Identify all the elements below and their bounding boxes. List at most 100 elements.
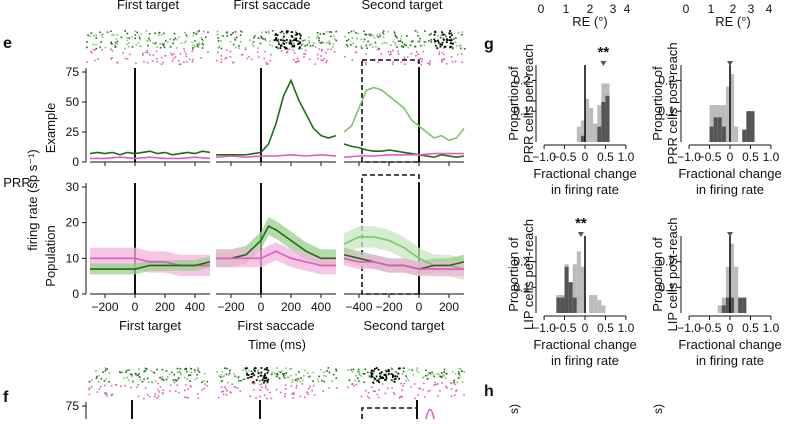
raster-spike — [392, 391, 395, 394]
raster-spike — [116, 43, 118, 45]
raster-spike — [287, 376, 290, 379]
raster-spike — [187, 388, 189, 390]
raster-event-mark — [252, 372, 254, 375]
x-tick-label: 1.0 — [618, 321, 635, 335]
raster-spike — [237, 387, 239, 389]
raster-spike — [126, 32, 129, 35]
raster-spike — [403, 43, 406, 46]
raster-spike — [331, 380, 333, 382]
y-axis-label: PRR cells peri-reach — [521, 44, 536, 163]
raster-spike — [398, 397, 401, 399]
raster-spike — [307, 387, 310, 390]
y-tick-label: 0.1 — [513, 104, 530, 118]
raster-spike — [184, 389, 186, 392]
raster-spike — [325, 51, 327, 54]
raster-spike — [446, 386, 448, 389]
raster-spike — [186, 36, 188, 38]
raster-spike — [265, 387, 267, 389]
raster-spike — [411, 40, 414, 43]
raster-spike — [358, 374, 361, 376]
raster-spike — [319, 33, 322, 35]
raster-spike — [291, 393, 293, 395]
raster-spike — [373, 37, 376, 39]
raster-spike — [229, 56, 232, 58]
raster-spike — [251, 381, 254, 384]
raster-spike — [335, 370, 338, 372]
raster-spike — [408, 368, 411, 371]
raster-spike — [445, 385, 447, 388]
x-tick-label: 0 — [727, 321, 734, 335]
x-tick-label: 0 — [582, 321, 589, 335]
raster-spike — [225, 373, 228, 376]
raster-spike — [315, 46, 317, 48]
raster-spike — [293, 42, 295, 44]
raster-spike — [139, 376, 141, 378]
raster-spike — [294, 34, 297, 36]
raster-spike — [266, 389, 269, 391]
raster-spike — [242, 53, 244, 56]
raster-spike — [270, 53, 272, 56]
raster-spike — [100, 41, 102, 43]
raster-spike — [290, 31, 292, 33]
raster-spike — [180, 42, 183, 45]
raster-event-mark — [296, 32, 298, 35]
raster-spike — [317, 378, 319, 381]
raster-spike — [160, 34, 163, 36]
raster-spike — [217, 40, 220, 42]
col-title-first-target: First target — [117, 0, 180, 12]
raster-event-mark — [388, 370, 390, 372]
raster-spike — [99, 31, 101, 34]
raster-spike — [323, 58, 325, 60]
analysis-window — [361, 59, 420, 163]
raster-spike — [304, 369, 306, 372]
raster-spike — [173, 381, 175, 384]
raster-spike — [428, 40, 430, 42]
y-tick-label: 0 — [72, 287, 79, 301]
raster-spike — [224, 386, 226, 388]
raster-spike — [131, 373, 133, 376]
series-line-light-green — [343, 86, 465, 142]
raster-event-mark — [449, 32, 451, 35]
raster-spike — [366, 47, 368, 49]
raster-spike — [124, 384, 126, 387]
x-tick-label: 400 — [311, 300, 331, 314]
raster-spike — [279, 371, 282, 374]
raster-spike — [289, 368, 291, 370]
x-axis-label: in firing rate — [696, 353, 764, 368]
raster-spike — [389, 44, 392, 46]
raster-spike — [399, 40, 402, 42]
raster-spike — [362, 40, 365, 43]
raster-spike — [351, 37, 354, 39]
raster-spike — [296, 60, 299, 63]
raster-spike — [285, 367, 287, 369]
raster-spike — [413, 383, 416, 385]
raster-spike — [226, 389, 228, 392]
raster-spike — [196, 45, 199, 47]
raster-spike — [226, 49, 228, 52]
x-tick-label: 0.5 — [597, 150, 614, 164]
raster-spike — [159, 386, 162, 388]
raster-spike — [231, 383, 233, 385]
raster-spike — [250, 370, 253, 373]
raster-event-mark — [377, 368, 380, 371]
raster-spike — [124, 47, 126, 50]
raster-event-mark — [294, 39, 297, 41]
raster-spike — [162, 44, 165, 47]
raster-event-mark — [299, 42, 302, 44]
raster-event-mark — [385, 375, 388, 378]
raster-spike — [457, 377, 460, 379]
y-tick-label: 0.2 — [658, 255, 675, 269]
raster-spike — [122, 52, 124, 54]
raster-spike — [271, 45, 274, 47]
raster-spike — [223, 375, 226, 377]
raster-spike — [257, 369, 260, 372]
raster-spike — [437, 35, 439, 37]
raster-spike — [98, 46, 101, 49]
raster-spike — [378, 377, 381, 380]
raster-spike — [266, 397, 268, 400]
raster-spike — [226, 35, 229, 37]
series-line-pink — [343, 257, 464, 270]
raster-spike — [288, 48, 290, 51]
raster-spike — [378, 33, 381, 35]
raster-spike — [171, 60, 174, 62]
